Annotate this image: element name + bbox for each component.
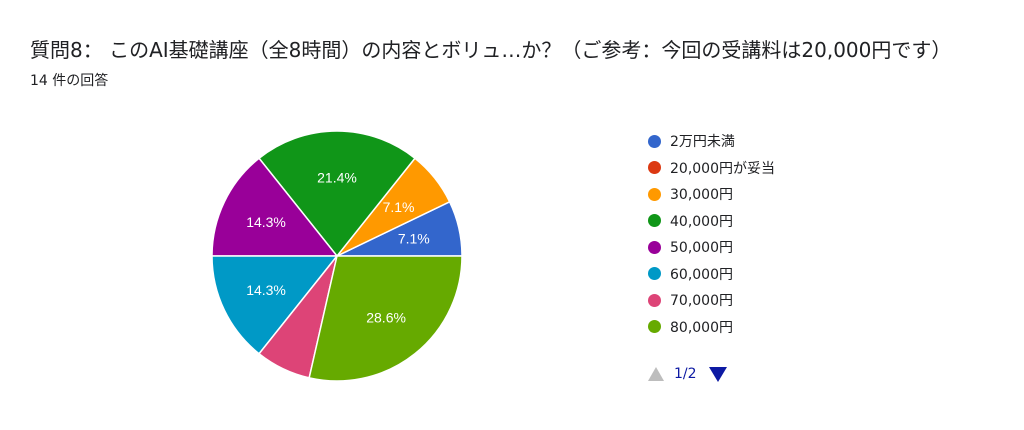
legend-swatch — [648, 134, 661, 148]
pie-slice-4 — [258, 130, 416, 258]
legend-label: 70,000円 — [670, 293, 733, 310]
pie-slice-8 — [308, 255, 463, 382]
legend-pager: 1/2 — [648, 366, 727, 382]
page-indicator: 1/2 — [674, 366, 697, 382]
legend-label: 60,000円 — [670, 266, 733, 283]
legend-item: 60,000円 — [648, 261, 775, 288]
legend-item: 40,000円 — [648, 208, 775, 235]
legend-item: 80,000円 — [648, 314, 775, 341]
legend-item: 30,000円 — [648, 181, 775, 208]
slice-label-3: 7.1% — [383, 199, 415, 215]
page-down-icon[interactable] — [708, 366, 727, 382]
legend-item: 50,000円 — [648, 234, 775, 261]
legend-label: 50,000円 — [670, 240, 733, 257]
slice-label-6: 14.3% — [246, 282, 286, 298]
legend-swatch — [648, 240, 661, 254]
legend-swatch — [648, 161, 661, 175]
slice-label-4: 21.4% — [317, 169, 357, 185]
slice-label-1: 7.1% — [398, 230, 430, 246]
page-up-icon — [648, 367, 664, 381]
slice-label-5: 14.3% — [246, 214, 286, 230]
legend-swatch — [648, 187, 661, 201]
legend-label: 2万円未満 — [670, 134, 735, 151]
response-count: 14 件の回答 — [30, 73, 109, 89]
legend-label: 40,000円 — [670, 213, 733, 230]
pie-slice-6 — [211, 255, 339, 355]
legend-item: 70,000円 — [648, 287, 775, 314]
question-title: 質問8： このAI基礎講座（全8時間）の内容とボリュ…か？（ご参考：今回の受講料… — [30, 38, 952, 62]
pie-slice-5 — [211, 157, 339, 257]
legend-swatch — [648, 293, 661, 307]
legend-swatch — [648, 320, 661, 334]
chart-legend: 2万円未満 20,000円が妥当 30,000円 40,000円 50,000円 60,0… — [648, 128, 775, 340]
legend-item: 20,000円が妥当 — [648, 155, 775, 182]
legend-swatch — [648, 267, 661, 281]
legend-label: 30,000円 — [670, 187, 733, 204]
legend-swatch — [648, 214, 661, 228]
slice-label-8: 28.6% — [366, 310, 406, 326]
legend-label: 20,000円が妥当 — [670, 160, 775, 177]
legend-item: 2万円未満 — [648, 128, 775, 155]
legend-label: 80,000円 — [670, 319, 733, 336]
